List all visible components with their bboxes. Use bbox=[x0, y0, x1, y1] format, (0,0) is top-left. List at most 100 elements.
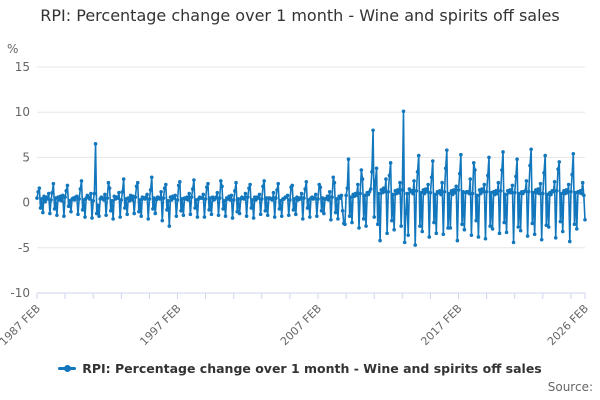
series-marker bbox=[339, 193, 344, 198]
series-marker bbox=[175, 198, 180, 202]
series-marker bbox=[126, 196, 131, 200]
series-marker bbox=[217, 196, 222, 200]
series-marker bbox=[90, 216, 94, 220]
series-marker bbox=[404, 211, 408, 216]
series-marker bbox=[537, 191, 542, 196]
series-marker bbox=[250, 198, 255, 202]
series-marker bbox=[87, 197, 92, 201]
series-marker bbox=[401, 109, 406, 114]
series-marker bbox=[288, 198, 292, 202]
series-marker bbox=[560, 229, 565, 234]
series-marker bbox=[164, 182, 168, 187]
series-marker bbox=[518, 228, 523, 233]
series-marker bbox=[406, 233, 410, 237]
series-marker bbox=[340, 208, 345, 213]
series-marker bbox=[105, 196, 110, 200]
series-marker bbox=[448, 226, 453, 230]
series-marker bbox=[346, 157, 351, 162]
series-marker bbox=[249, 206, 254, 210]
series-marker bbox=[302, 196, 306, 200]
series-marker bbox=[203, 197, 208, 201]
series-marker bbox=[486, 173, 490, 178]
series-marker bbox=[279, 214, 284, 218]
series-marker bbox=[147, 197, 152, 201]
series-marker bbox=[43, 199, 47, 204]
series-marker bbox=[329, 217, 333, 222]
series-marker bbox=[578, 189, 583, 193]
series-marker bbox=[176, 183, 181, 188]
series-marker bbox=[445, 148, 449, 152]
series-marker bbox=[257, 192, 262, 197]
series-marker bbox=[332, 180, 337, 185]
series-marker bbox=[166, 198, 170, 203]
series-marker bbox=[425, 189, 429, 194]
series-marker bbox=[318, 185, 323, 190]
series-marker bbox=[514, 174, 518, 179]
series-marker bbox=[130, 198, 134, 202]
series-marker bbox=[334, 197, 339, 201]
series-marker bbox=[231, 198, 236, 202]
series-line bbox=[36, 110, 586, 246]
series-marker bbox=[132, 211, 136, 216]
legend[interactable]: RPI: Percentage change over 1 month - Wi… bbox=[0, 361, 600, 376]
series-marker bbox=[331, 175, 336, 180]
series-marker bbox=[350, 220, 354, 225]
series-marker bbox=[565, 190, 570, 195]
series-marker bbox=[64, 189, 69, 193]
series-marker bbox=[583, 217, 587, 222]
x-tick-label: 1997 FEB bbox=[137, 302, 183, 348]
series-marker bbox=[201, 192, 206, 197]
series-marker bbox=[529, 147, 533, 152]
series-marker bbox=[551, 189, 556, 194]
series-marker bbox=[133, 195, 138, 199]
series-marker bbox=[343, 222, 347, 227]
series-marker bbox=[49, 198, 53, 202]
series-marker bbox=[532, 232, 537, 237]
series-marker bbox=[234, 180, 238, 185]
series-marker bbox=[374, 166, 379, 171]
series-marker bbox=[471, 161, 476, 165]
series-marker bbox=[62, 214, 66, 218]
series-marker bbox=[572, 222, 577, 227]
series-marker bbox=[37, 186, 42, 190]
series-marker bbox=[39, 197, 44, 201]
series-marker bbox=[430, 159, 435, 163]
series-marker bbox=[459, 152, 463, 157]
series-marker bbox=[204, 185, 209, 190]
series-marker bbox=[413, 243, 418, 247]
series-marker bbox=[510, 183, 515, 188]
series-marker bbox=[106, 180, 111, 185]
series-marker bbox=[553, 236, 558, 240]
x-tick-label: 2007 FEB bbox=[278, 302, 324, 348]
series-marker bbox=[501, 150, 505, 154]
series-marker bbox=[93, 142, 98, 146]
series-marker bbox=[215, 190, 220, 195]
series-marker bbox=[359, 168, 364, 172]
series-marker bbox=[536, 187, 540, 191]
series-marker bbox=[429, 175, 434, 180]
series-marker bbox=[496, 180, 501, 185]
series-marker bbox=[308, 215, 312, 219]
series-marker bbox=[368, 187, 373, 191]
series-marker bbox=[481, 189, 485, 194]
series-marker bbox=[233, 189, 237, 193]
series-marker bbox=[96, 203, 100, 208]
x-tick-label: 2017 FEB bbox=[418, 302, 464, 348]
series-marker bbox=[263, 208, 268, 213]
series-marker bbox=[103, 192, 107, 197]
series-marker bbox=[474, 218, 478, 223]
series-marker bbox=[118, 215, 122, 219]
series-marker bbox=[539, 237, 544, 242]
series-marker bbox=[582, 193, 586, 198]
series-marker bbox=[490, 227, 495, 231]
series-marker bbox=[428, 190, 433, 195]
series-marker bbox=[460, 222, 464, 227]
series-marker bbox=[580, 180, 585, 185]
series-marker bbox=[526, 189, 531, 194]
series-marker bbox=[385, 231, 389, 236]
series-marker bbox=[265, 213, 270, 218]
series-marker bbox=[190, 187, 195, 191]
series-marker bbox=[327, 189, 332, 194]
series-marker bbox=[216, 213, 221, 218]
